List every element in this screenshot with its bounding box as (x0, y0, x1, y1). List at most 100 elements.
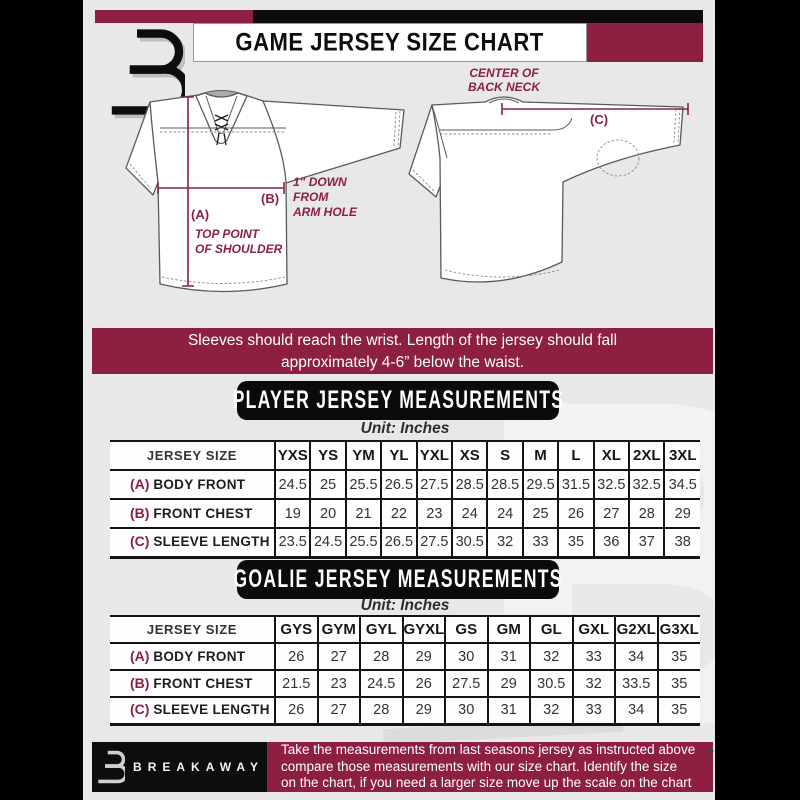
measurement-row-label: (C) SLEEVE LENGTH (130, 701, 270, 718)
measurement-value: 29 (663, 499, 700, 528)
size-column-header: YXL (415, 441, 453, 470)
measurement-value: 29.5 (521, 470, 559, 499)
measurement-value: 26 (557, 499, 594, 528)
label-c-note-2: BACK NECK (468, 80, 541, 94)
front-jersey-drawing (125, 90, 405, 293)
measurement-value: 31 (486, 643, 530, 670)
measurement-value: 27.5 (415, 528, 453, 557)
size-column-header: GYS (274, 616, 318, 643)
back-jersey-drawing (408, 96, 684, 283)
table-row: (C) SLEEVE LENGTH 23.5 24.5 25.5 26.5 27.5 30.… (110, 528, 700, 557)
measurement-row-label: (A) BODY FRONT (130, 475, 246, 492)
measurement-value: 32 (529, 643, 573, 670)
table-row: (A) BODY FRONT 24.5 25 25.5 26.5 27.5 28.5 28.5… (110, 470, 700, 499)
measurement-value: 28 (359, 643, 403, 670)
measurement-value: 30 (444, 643, 488, 670)
size-column-header: 3XL (663, 441, 700, 470)
measurement-value: 30 (444, 697, 488, 724)
measurement-value: 31 (486, 697, 530, 724)
measurement-value: 21.5 (274, 670, 318, 697)
banner-line-1: Sleeves should reach the wrist. Length o… (187, 331, 618, 349)
measurement-value: 29 (401, 643, 445, 670)
table-row: (A) BODY FRONT 26 27 28 29 30 31 32 33 34 35 (110, 643, 700, 670)
jersey-size-header: JERSEY SIZE (146, 622, 238, 637)
label-a: (A) (191, 207, 209, 222)
measurement-value: 31.5 (557, 470, 594, 499)
size-column-header: S (486, 441, 523, 470)
size-column-header: YM (344, 441, 382, 470)
measurement-row-label: (B) FRONT CHEST (130, 504, 253, 521)
measurement-value: 24 (451, 499, 488, 528)
back-jersey-diagram: (C) CENTER OF BACK NECK (408, 66, 689, 283)
size-column-header: XS (451, 441, 488, 470)
measurement-value: 27.5 (444, 670, 488, 697)
measure-line-a (182, 96, 194, 287)
measurement-value: 32.5 (592, 470, 630, 499)
breakaway-footer-logo-icon (98, 750, 126, 784)
front-jersey-diagram: (A) TOP POINT OF SHOULDER (B) 1" DOWN FR… (125, 90, 405, 293)
goalie-size-table: JERSEY SIZE GYS GYM GYL GYXL GS GM GL GXL G2XL G3X… (110, 615, 700, 726)
footer-instructions-box: Take the measurements from last seasons … (267, 742, 713, 792)
measurement-value: 32.5 (628, 470, 665, 499)
size-column-header: GL (529, 616, 573, 643)
measurement-value: 33 (571, 697, 615, 724)
measurement-value: 21 (344, 499, 382, 528)
measurement-value: 24.5 (309, 528, 346, 557)
size-column-header: GXL (571, 616, 615, 643)
player-section-title-box: PLAYER JERSEY MEASUREMENTS (232, 383, 563, 418)
table-row: (C) SLEEVE LENGTH 26 27 28 29 30 31 32 33 34 35 (110, 697, 700, 724)
measurement-value: 24.5 (273, 470, 311, 499)
measurement-value: 34.5 (663, 470, 700, 499)
size-column-header: G2XL (614, 616, 658, 643)
size-column-header: GS (444, 616, 488, 643)
measure-line-b (157, 182, 285, 194)
player-unit-label: Unit: Inches (360, 420, 450, 437)
front-measurement-marks: (A) TOP POINT OF SHOULDER (B) 1" DOWN FR… (157, 96, 358, 287)
header-accent-block (587, 23, 703, 62)
measurement-value: 26.5 (380, 470, 417, 499)
measurement-value: 34 (614, 697, 658, 724)
measurement-value: 27 (316, 643, 360, 670)
measurement-value: 37 (628, 528, 665, 557)
size-column-header: G3XL (656, 616, 700, 643)
measurement-value: 26 (401, 670, 445, 697)
size-column-header: YL (380, 441, 417, 470)
measurement-value: 35 (656, 697, 700, 724)
measurement-row-label: (A) BODY FRONT (130, 647, 246, 664)
measurement-value: 32 (571, 670, 615, 697)
measurement-value: 26.5 (380, 528, 417, 557)
measurement-value: 27.5 (415, 470, 453, 499)
size-column-header: GYXL (401, 616, 445, 643)
size-column-header: GYM (316, 616, 360, 643)
footer-line-3: on the chart, if you need a larger size … (281, 775, 692, 791)
measurement-value: 23.5 (273, 528, 311, 557)
measurement-value: 28 (628, 499, 665, 528)
label-c: (C) (590, 112, 608, 127)
measurement-value: 23 (415, 499, 453, 528)
footer-line-2: compare those measurements with our size… (281, 758, 678, 774)
elbow-seam (596, 139, 640, 177)
table-row: (B) FRONT CHEST 19 20 21 22 23 24 24 25 26 27 28 29 (110, 499, 700, 528)
measurement-value: 28 (359, 697, 403, 724)
table-row: (B) FRONT CHEST 21.5 23 24.5 26 27.5 29 30.5 32 3… (110, 670, 700, 697)
measurement-value: 30.5 (451, 528, 488, 557)
jersey-size-header: JERSEY SIZE (146, 448, 238, 463)
measurement-value: 28.5 (451, 470, 488, 499)
measurement-value: 35 (557, 528, 594, 557)
measurement-value: 32 (486, 528, 523, 557)
goalie-unit-label: Unit: Inches (360, 597, 450, 614)
page-title-box: GAME JERSEY SIZE CHART (193, 23, 587, 62)
size-column-header: L (557, 441, 594, 470)
measurement-row-label: (B) FRONT CHEST (130, 674, 253, 691)
label-c-note-1: CENTER OF (469, 66, 539, 80)
measurement-value: 25 (521, 499, 559, 528)
label-b-note-2: FROM (293, 190, 329, 204)
footer-brand-name: BREAKAWAY (133, 760, 264, 774)
measurement-value: 23 (316, 670, 360, 697)
size-column-header: YS (309, 441, 346, 470)
label-b-note-1: 1" DOWN (293, 175, 347, 189)
measurement-value: 34 (614, 643, 658, 670)
footer-brand-box: BREAKAWAY (92, 742, 267, 792)
measurement-value: 20 (309, 499, 346, 528)
